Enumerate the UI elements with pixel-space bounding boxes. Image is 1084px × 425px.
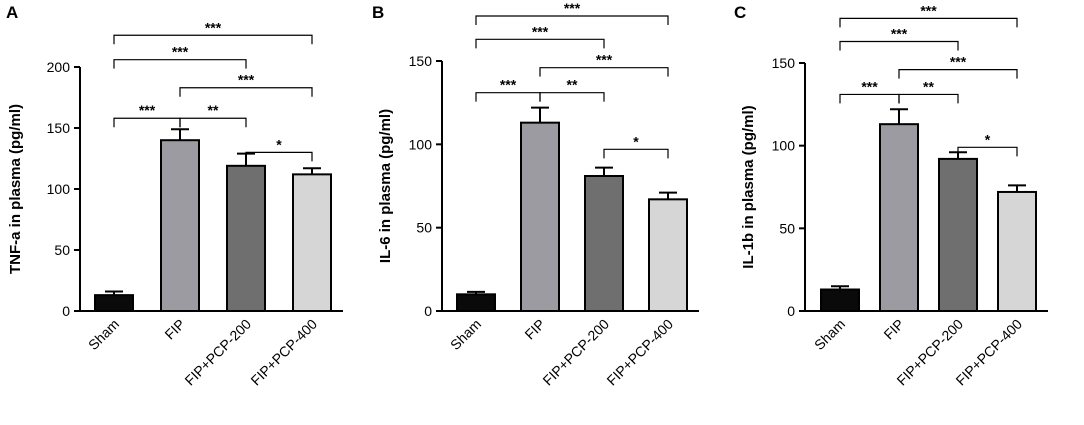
y-axis-label: IL-6 in plasma (pg/ml)	[377, 109, 394, 263]
y-axis-label: TNF-a in plasma (pg/ml)	[7, 104, 24, 274]
x-tick-label: FIP	[161, 316, 188, 343]
bar-2	[938, 157, 978, 312]
significance-bracket	[113, 34, 313, 45]
significance-label: ***	[172, 44, 189, 60]
bar-0	[820, 288, 860, 312]
x-tick-label: FIP+PCP-200	[181, 316, 254, 389]
y-tick-label: 0	[787, 303, 795, 319]
significance-bracket	[113, 117, 181, 128]
bar-1	[879, 123, 919, 312]
significance-bracket	[113, 59, 247, 69]
significance-bracket	[839, 93, 900, 104]
significance-bracket	[179, 87, 313, 97]
significance-label: ***	[950, 54, 967, 70]
bar-2	[226, 164, 266, 312]
significance-label: *	[276, 136, 282, 152]
significance-bracket	[245, 151, 313, 162]
x-tick-label: Sham	[85, 316, 122, 353]
significance-bracket	[839, 17, 1018, 28]
significance-bracket	[603, 148, 669, 159]
significance-bracket	[475, 15, 669, 25]
bar-3	[997, 190, 1037, 313]
y-tick-label: 100	[409, 136, 433, 152]
significance-label: ***	[564, 0, 581, 16]
chart-panel-a: A TNF-a in plasma (pg/ml) 0 50 100 150 200 Sham…	[6, 3, 343, 388]
significance-label: ***	[139, 102, 156, 118]
y-tick-label: 150	[409, 53, 433, 69]
bar-1	[520, 121, 560, 312]
significance-bracket	[475, 38, 605, 49]
significance-label: ***	[500, 77, 517, 93]
y-axis-label: IL-1b in plasma (pg/ml)	[740, 105, 757, 268]
y-tick-label: 0	[424, 303, 432, 319]
y-tick-label: 50	[54, 242, 70, 258]
x-tick-label: Sham	[447, 316, 484, 353]
significance-label: ***	[861, 78, 878, 94]
significance-label: ***	[238, 72, 255, 88]
significance-label: ***	[891, 26, 908, 42]
significance-label: **	[567, 77, 578, 93]
chart-panel-c: C IL-1b in plasma (pg/ml) 0 50 100 150 Sham FIP…	[734, 2, 1048, 388]
significance-label: ***	[532, 23, 549, 39]
bar-1	[160, 139, 200, 312]
bar-3	[292, 173, 332, 312]
significance-label: **	[923, 78, 934, 94]
x-tick-label: FIP+PCP-400	[603, 316, 676, 389]
y-tick-label: 100	[47, 181, 71, 197]
significance-label: ***	[920, 2, 937, 18]
bar-3	[648, 198, 688, 312]
significance-bracket	[957, 146, 1018, 157]
x-tick-label: FIP	[880, 316, 907, 343]
significance-label: ***	[596, 52, 613, 68]
bar-0	[456, 293, 496, 313]
significance-bracket	[539, 92, 605, 102]
y-tick-label: 100	[772, 138, 796, 154]
x-tick-label: FIP	[521, 316, 548, 343]
panel-letter: C	[734, 3, 746, 22]
y-tick-label: 200	[47, 59, 71, 75]
significance-label: *	[985, 131, 991, 147]
significance-label: **	[208, 102, 219, 118]
y-tick-label: 150	[47, 120, 71, 136]
panel-letter: A	[6, 3, 18, 22]
y-tick-label: 0	[62, 303, 70, 319]
significance-bracket	[839, 40, 959, 51]
y-tick-label: 50	[416, 220, 432, 236]
y-tick-label: 150	[772, 55, 796, 71]
significance-label: ***	[205, 19, 222, 35]
significance-bracket	[898, 69, 1018, 79]
bar-0	[94, 294, 134, 313]
significance-bracket	[539, 67, 669, 77]
significance-label: *	[633, 133, 639, 149]
x-tick-label: FIP+PCP-400	[247, 316, 320, 389]
significance-bracket	[179, 117, 247, 128]
panel-letter: B	[372, 3, 384, 22]
bar-2	[584, 175, 624, 312]
significance-bracket	[898, 93, 959, 104]
y-tick-label: 50	[779, 220, 795, 236]
x-tick-label: Sham	[811, 316, 848, 353]
x-tick-label: FIP+PCP-200	[539, 316, 612, 389]
significance-bracket	[475, 92, 541, 102]
